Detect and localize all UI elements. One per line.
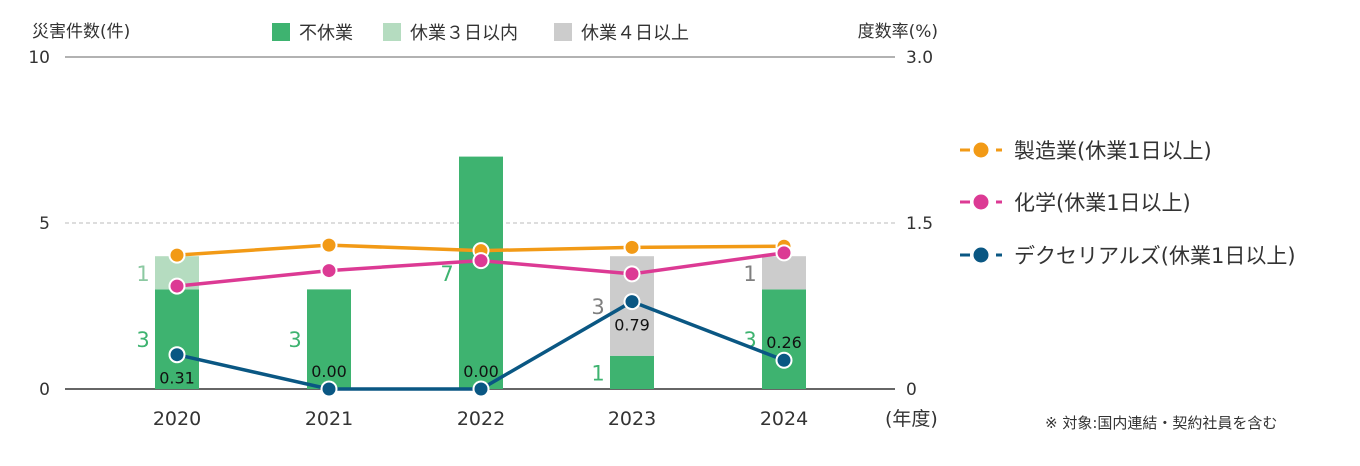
bar-value-label: 3 [591, 295, 604, 319]
bar-value-label: 1 [743, 262, 756, 286]
bar-value-label: 3 [288, 328, 301, 352]
legend-swatch-3 [554, 23, 572, 41]
line-point-1 [320, 236, 338, 254]
left-tick-label: 0 [39, 380, 50, 400]
bar-2020-1 [155, 289, 199, 389]
x-tick-label: 2022 [457, 408, 505, 430]
line-point-3 [623, 293, 641, 311]
rate-value-label: 0.79 [614, 316, 650, 335]
x-tick-label: 2023 [608, 408, 656, 430]
line-point-2 [168, 277, 186, 295]
legend-label-2: 休業３日以内 [410, 23, 518, 44]
line-point-1 [168, 246, 186, 264]
x-axis-unit: (年度) [885, 408, 938, 430]
scope-note: ※ 対象:国内連結・契約社員を含む [1045, 414, 1277, 432]
rate-value-label: 0.00 [311, 362, 347, 381]
line-point-2 [775, 244, 793, 262]
bar-2023-1 [610, 355, 654, 389]
x-tick-label: 2021 [305, 408, 353, 430]
right-tick-label: 3.0 [906, 48, 933, 68]
legend-marker-1 [971, 140, 991, 160]
bar-2024-1 [762, 289, 806, 389]
line-point-3 [168, 346, 186, 364]
legend-label-1: 不休業 [299, 23, 353, 44]
line-point-2 [623, 265, 641, 283]
legend-line-label-2: 化学(休業1日以上) [1014, 191, 1191, 215]
bar-2022-1 [459, 156, 503, 389]
legend-line-label-3: デクセリアルズ(休業1日以上) [1014, 244, 1296, 268]
bar-value-label: 1 [591, 361, 604, 385]
rate-value-label: 0.26 [766, 333, 802, 352]
line-point-2 [472, 252, 490, 270]
legend-swatch-2 [383, 23, 401, 41]
line-point-3 [472, 380, 490, 398]
left-tick-label: 10 [28, 48, 50, 68]
line-point-3 [775, 351, 793, 369]
bar-value-label: 3 [136, 328, 149, 352]
rate-value-label: 0.31 [159, 369, 195, 388]
left-tick-label: 5 [39, 214, 50, 234]
bar-2024-3 [762, 256, 806, 290]
line-point-1 [623, 238, 641, 256]
legend-swatch-1 [272, 23, 290, 41]
bar-value-label: 1 [136, 262, 149, 286]
left-axis-title: 災害件数(件) [32, 22, 130, 42]
right-tick-label: 0 [906, 380, 917, 400]
legend-marker-2 [971, 192, 991, 212]
bar-2021-1 [307, 289, 351, 389]
bar-value-label: 7 [440, 262, 453, 286]
x-tick-label: 2024 [760, 408, 808, 430]
legend-line-label-1: 製造業(休業1日以上) [1014, 139, 1212, 163]
right-tick-label: 1.5 [906, 214, 933, 234]
line-point-2 [320, 262, 338, 280]
legend-label-3: 休業４日以上 [581, 23, 689, 44]
x-tick-label: 2020 [153, 408, 201, 430]
right-axis-title: 度数率(%) [858, 22, 938, 42]
line-point-3 [320, 380, 338, 398]
rate-value-label: 0.00 [463, 362, 499, 381]
legend-marker-3 [971, 245, 991, 265]
